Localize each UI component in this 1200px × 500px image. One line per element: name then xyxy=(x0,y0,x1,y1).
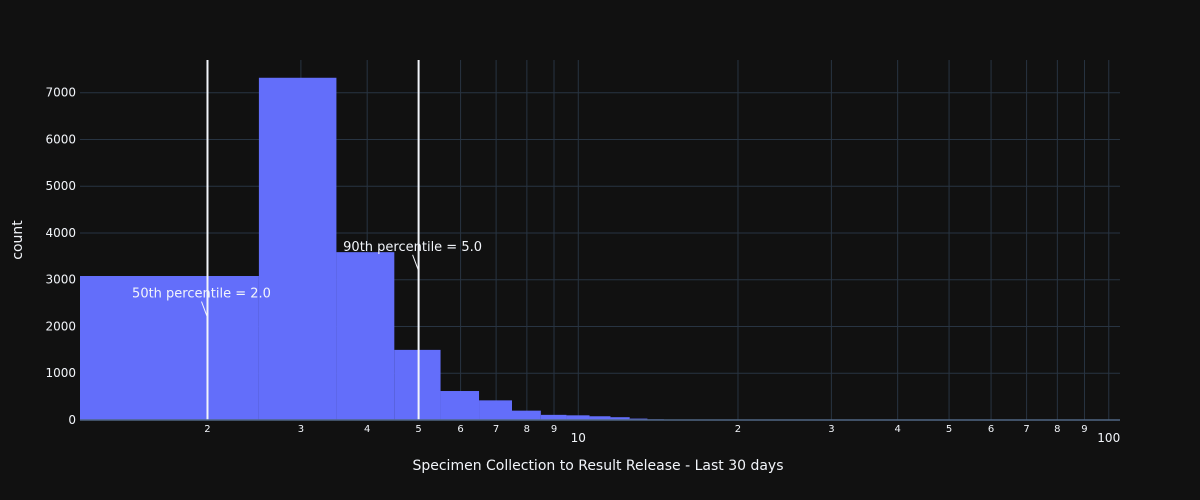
histogram-bars xyxy=(80,77,1120,421)
y-tick-label: 2000 xyxy=(45,319,76,333)
y-tick-label: 3000 xyxy=(45,273,76,287)
y-tick-label: 4000 xyxy=(45,226,76,240)
x-tick-label: 3 xyxy=(828,424,834,435)
histogram-bar xyxy=(540,414,567,420)
histogram-bar xyxy=(336,252,395,420)
percentile-lines: 50th percentile = 2.0 90th percentile = 5… xyxy=(132,60,482,420)
x-tick-label: 5 xyxy=(415,424,421,435)
x-tick-label: 2 xyxy=(735,424,741,435)
histogram-bar xyxy=(589,416,611,420)
grid xyxy=(80,60,1120,420)
histogram-bar xyxy=(610,417,630,420)
x-tick-label: 2 xyxy=(204,424,210,435)
x-tick-label: 6 xyxy=(457,424,463,435)
x-tick-label: 6 xyxy=(988,424,994,435)
y-axis-title: count xyxy=(10,220,26,260)
histogram-bar xyxy=(479,400,513,420)
x-tick-label: 8 xyxy=(1054,424,1060,435)
x-tick-label: 10 xyxy=(571,431,586,445)
x-tick-label: 5 xyxy=(946,424,952,435)
x-tick-label: 7 xyxy=(1023,424,1029,435)
histogram-bar xyxy=(440,391,480,420)
x-tick-label: 9 xyxy=(1081,424,1087,435)
histogram-bar xyxy=(394,349,441,420)
histogram-bar xyxy=(566,415,590,420)
annotation-arrow xyxy=(412,254,420,271)
y-axis-ticks: 0 1000 2000 3000 4000 5000 6000 7000 xyxy=(45,86,76,427)
y-tick-label: 5000 xyxy=(45,179,76,193)
y-tick-label: 7000 xyxy=(45,86,76,100)
x-tick-label: 4 xyxy=(894,424,900,435)
x-tick-label: 3 xyxy=(298,424,304,435)
x-tick-label: 7 xyxy=(493,424,499,435)
x-axis-ticks: 2 3 4 5 6 7 8 9 10 2 3 4 5 6 7 8 9 100 xyxy=(204,424,1120,445)
y-tick-label: 0 xyxy=(68,413,76,427)
histogram-bar xyxy=(80,276,259,420)
annotation-arrow xyxy=(201,301,208,318)
x-tick-label: 8 xyxy=(524,424,530,435)
histogram-bar xyxy=(258,77,337,420)
x-tick-label: 9 xyxy=(551,424,557,435)
x-axis-title: Specimen Collection to Result Release - … xyxy=(412,458,783,474)
x-tick-label: 100 xyxy=(1097,431,1120,445)
y-tick-label: 6000 xyxy=(45,132,76,146)
y-tick-label: 1000 xyxy=(45,366,76,380)
histogram-bar xyxy=(512,410,541,420)
percentile-annotation: 90th percentile = 5.0 xyxy=(343,240,482,255)
x-tick-label: 4 xyxy=(364,424,370,435)
percentile-annotation: 50th percentile = 2.0 xyxy=(132,287,271,302)
